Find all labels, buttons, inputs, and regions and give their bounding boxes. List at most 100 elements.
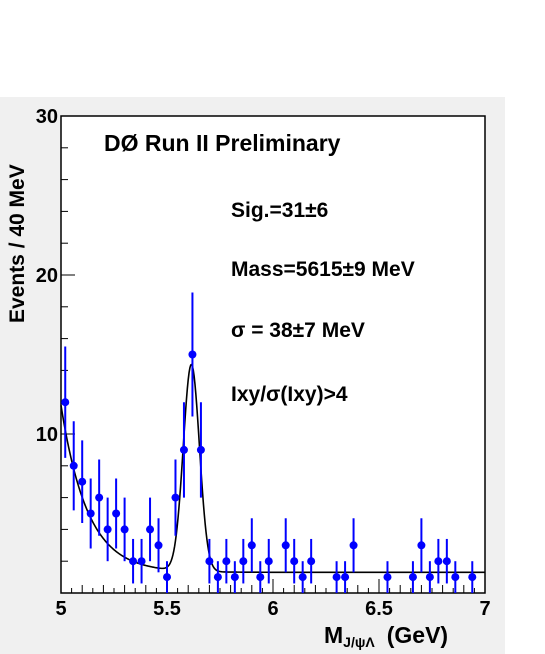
data-marker bbox=[163, 573, 171, 582]
y-tick-label: 30 bbox=[36, 106, 58, 128]
data-marker bbox=[205, 557, 214, 566]
data-marker bbox=[307, 557, 316, 566]
data-marker bbox=[281, 541, 290, 550]
x-axis-title: MJ/ψΛ (GeV) bbox=[324, 622, 448, 650]
data-point bbox=[442, 538, 451, 584]
data-point bbox=[163, 561, 171, 593]
data-marker bbox=[383, 573, 392, 582]
data-point bbox=[112, 478, 121, 549]
data-point bbox=[468, 561, 477, 593]
data-marker bbox=[179, 445, 188, 454]
data-marker bbox=[146, 525, 155, 534]
data-point bbox=[205, 538, 214, 584]
chart-title: DØ Run II Preliminary bbox=[104, 130, 341, 156]
data-point bbox=[239, 538, 248, 584]
data-point bbox=[222, 538, 231, 584]
x-tick-label: 6.5 bbox=[365, 598, 393, 620]
data-point bbox=[188, 292, 197, 417]
data-point bbox=[179, 402, 188, 498]
x-axis-title-subscript: J/ψΛ bbox=[343, 634, 375, 650]
data-point bbox=[307, 538, 316, 584]
data-point bbox=[281, 518, 290, 573]
data-point bbox=[417, 518, 426, 573]
data-marker bbox=[69, 461, 78, 470]
data-marker bbox=[196, 445, 205, 454]
data-point bbox=[129, 538, 138, 584]
annotation-cut: Ixy/σ(Ixy)>4 bbox=[231, 383, 348, 406]
data-marker bbox=[290, 557, 299, 566]
data-point bbox=[137, 538, 146, 584]
x-tick-label: 5 bbox=[55, 598, 66, 620]
data-marker bbox=[213, 573, 222, 582]
data-point bbox=[171, 459, 180, 536]
data-marker bbox=[230, 573, 239, 582]
data-point bbox=[120, 497, 129, 562]
data-marker bbox=[78, 477, 87, 486]
data-marker bbox=[61, 398, 70, 407]
annotation-mass: Mass=5615±9 MeV bbox=[231, 258, 415, 281]
x-axis-title-unit: (GeV) bbox=[387, 622, 448, 648]
x-axis-title-main: M bbox=[324, 622, 343, 648]
y-tick-label: 20 bbox=[36, 265, 58, 287]
data-point bbox=[95, 459, 104, 536]
data-marker bbox=[239, 557, 248, 566]
data-point bbox=[256, 561, 265, 593]
data-marker bbox=[442, 557, 451, 566]
data-point bbox=[86, 478, 95, 549]
data-point bbox=[146, 497, 155, 562]
y-axis-title: Events / 40 MeV bbox=[6, 164, 29, 323]
data-point bbox=[451, 561, 460, 593]
data-marker bbox=[434, 557, 443, 566]
data-point bbox=[61, 346, 70, 458]
data-point bbox=[290, 538, 299, 584]
data-point bbox=[78, 440, 87, 524]
data-marker bbox=[222, 557, 231, 566]
data-marker bbox=[341, 573, 350, 582]
data-point bbox=[230, 561, 239, 593]
data-marker bbox=[103, 525, 112, 534]
data-point bbox=[154, 518, 163, 573]
data-marker bbox=[332, 573, 341, 582]
data-point bbox=[434, 538, 443, 584]
x-tick-label: 6 bbox=[267, 598, 278, 620]
data-point bbox=[425, 561, 434, 593]
data-marker bbox=[188, 350, 197, 359]
data-marker bbox=[417, 541, 426, 550]
x-tick-labels: 5 5.5 6 6.5 7 bbox=[55, 598, 490, 620]
data-point bbox=[383, 561, 392, 593]
data-marker bbox=[137, 557, 146, 566]
data-point bbox=[196, 402, 205, 498]
data-point bbox=[332, 561, 341, 593]
data-point bbox=[69, 421, 78, 511]
data-point bbox=[103, 497, 112, 562]
plot-area bbox=[60, 115, 486, 594]
data-marker bbox=[425, 573, 434, 582]
y-tick-labels: 10 20 30 bbox=[36, 106, 58, 446]
data-marker bbox=[451, 573, 460, 582]
data-marker bbox=[468, 573, 477, 582]
data-point bbox=[298, 561, 307, 593]
annotation-signal: Sig.=31±6 bbox=[231, 199, 328, 222]
y-tick-label: 10 bbox=[36, 424, 58, 446]
data-point bbox=[213, 561, 222, 593]
x-tick-label: 7 bbox=[479, 598, 490, 620]
data-point bbox=[408, 561, 417, 593]
x-tick-label: 5.5 bbox=[153, 598, 181, 620]
data-marker bbox=[256, 573, 265, 582]
data-marker bbox=[95, 493, 104, 502]
data-marker bbox=[264, 557, 273, 566]
data-points bbox=[61, 292, 477, 593]
data-marker bbox=[154, 541, 163, 550]
data-marker bbox=[349, 541, 358, 550]
data-marker bbox=[112, 509, 121, 518]
data-marker bbox=[129, 557, 138, 566]
data-marker bbox=[298, 573, 307, 582]
data-marker bbox=[408, 573, 417, 582]
data-marker bbox=[86, 509, 95, 518]
data-point bbox=[247, 518, 256, 573]
annotation-sigma: σ = 38±7 MeV bbox=[231, 319, 365, 342]
data-marker bbox=[171, 493, 180, 502]
data-point bbox=[349, 518, 358, 573]
data-point bbox=[341, 561, 350, 593]
